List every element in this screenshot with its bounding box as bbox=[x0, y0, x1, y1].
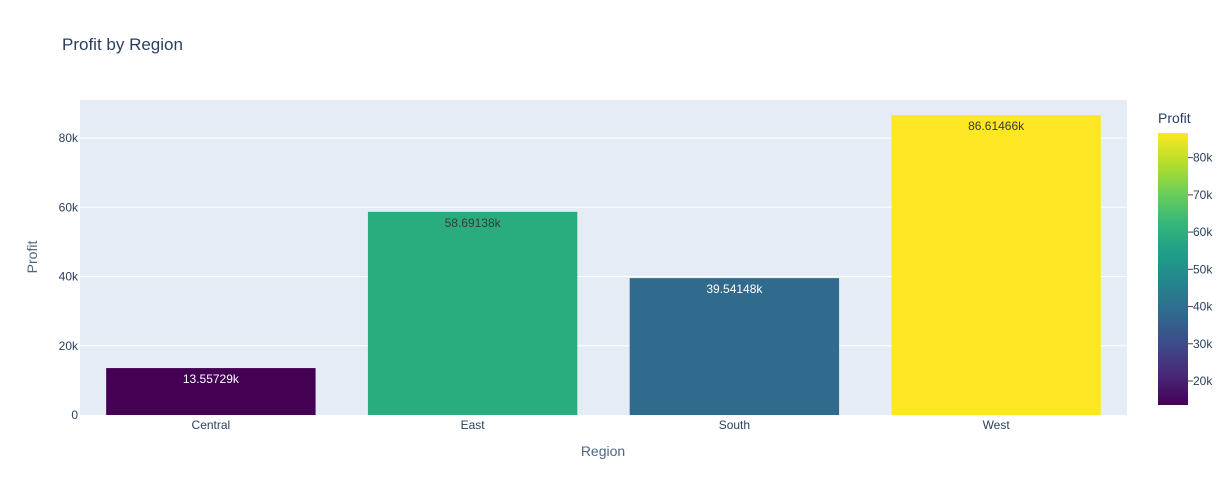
x-tick-label: East bbox=[461, 418, 486, 432]
colorbar-gradient bbox=[1158, 133, 1188, 405]
colorbar: Profit 20k 30k 40k 50k 60k 70k 80k bbox=[1158, 110, 1213, 405]
colorbar-tick-label: 40k bbox=[1193, 300, 1213, 314]
y-tick-label: 40k bbox=[59, 270, 79, 284]
x-tick-label: South bbox=[719, 418, 750, 432]
bar-value-label: 86.61466k bbox=[968, 119, 1025, 133]
colorbar-tick-label: 30k bbox=[1193, 337, 1213, 351]
x-axis-title: Region bbox=[581, 443, 625, 459]
y-tick-label: 0 bbox=[71, 408, 78, 422]
colorbar-tick-label: 20k bbox=[1193, 374, 1213, 388]
y-tick-label: 20k bbox=[59, 339, 79, 353]
bar-central bbox=[106, 368, 316, 415]
y-tick-label: 60k bbox=[59, 200, 79, 214]
y-tick-label: 80k bbox=[59, 131, 79, 145]
colorbar-ticks: 20k 30k 40k 50k 60k 70k 80k bbox=[1188, 151, 1213, 388]
y-axis-title: Profit bbox=[24, 241, 40, 274]
bar-south bbox=[629, 278, 840, 415]
colorbar-tick-label: 80k bbox=[1193, 151, 1213, 165]
colorbar-tick-label: 50k bbox=[1193, 262, 1213, 276]
bars: 13.55729k 58.69138k 39.54148k 86.61466k bbox=[106, 115, 1101, 415]
bar-value-label: 39.54148k bbox=[706, 282, 763, 296]
x-tick-label: Central bbox=[192, 418, 231, 432]
x-axis-ticks: Central East South West bbox=[192, 418, 1011, 432]
x-tick-label: West bbox=[983, 418, 1011, 432]
colorbar-title: Profit bbox=[1158, 110, 1191, 126]
bar-east bbox=[367, 211, 578, 415]
bar-value-label: 13.55729k bbox=[183, 372, 240, 386]
colorbar-tick-label: 70k bbox=[1193, 188, 1213, 202]
chart-title: Profit by Region bbox=[62, 35, 183, 54]
bar-west bbox=[891, 115, 1101, 415]
y-axis-ticks: 0 20k 40k 60k 80k bbox=[59, 131, 79, 422]
colorbar-tick-label: 60k bbox=[1193, 225, 1213, 239]
bar-value-label: 58.69138k bbox=[445, 216, 502, 230]
